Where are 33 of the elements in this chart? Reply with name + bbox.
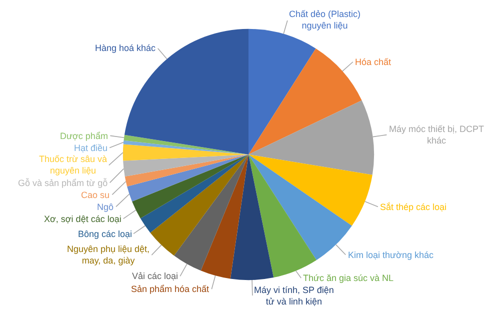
slice-label: Hạt điều	[74, 143, 108, 153]
pie-slice	[248, 154, 372, 226]
pie-slice	[140, 154, 248, 233]
pie-slice	[200, 154, 248, 279]
slice-label: Gỗ và sản phẩm từ gỗ	[18, 178, 108, 188]
pie-slice	[124, 154, 248, 186]
slice-label: Ngô	[97, 202, 114, 212]
slice-label: Dược phẩm	[60, 131, 108, 141]
slice-label: Thuốc trừ sâu và nguyên liệu	[39, 154, 108, 176]
slice-label: Máy móc thiết bị, DCPT khác	[389, 124, 485, 146]
slice-label: Chất dẻo (Plastic) nguyên liệu	[289, 9, 361, 31]
slice-label: Sản phẩm hóa chất	[131, 284, 210, 294]
slice-label: Bông các loại	[78, 229, 132, 239]
slice-label: Hóa chất	[355, 57, 392, 67]
slice-label: Kim loại thường khác	[348, 250, 434, 260]
pie-slice	[127, 154, 248, 202]
slice-label: Máy vi tính, SP điện tử và linh kiện	[254, 285, 334, 307]
pie-slice	[132, 154, 248, 218]
slice-label: Hàng hoá khác	[95, 43, 156, 53]
slice-label: Sắt thép các loại	[380, 202, 447, 212]
pie-slice	[248, 28, 316, 154]
pie-slice	[174, 154, 248, 271]
pie-slice	[230, 154, 274, 280]
slice-label: Nguyên phụ liệu dệt, may, da, giày	[67, 244, 150, 266]
slice-label: Xơ, sợi dệt các loại	[44, 214, 122, 224]
slice-label: Vải các loại	[132, 271, 178, 281]
slice-label: Cao su	[81, 190, 110, 200]
pie-slice	[123, 154, 248, 176]
slice-label: Thức ăn gia súc và NL	[303, 273, 394, 283]
pie-slice	[124, 134, 248, 154]
pie-slice	[123, 140, 248, 154]
pie-slice	[122, 144, 248, 161]
pie-slice	[150, 154, 248, 256]
